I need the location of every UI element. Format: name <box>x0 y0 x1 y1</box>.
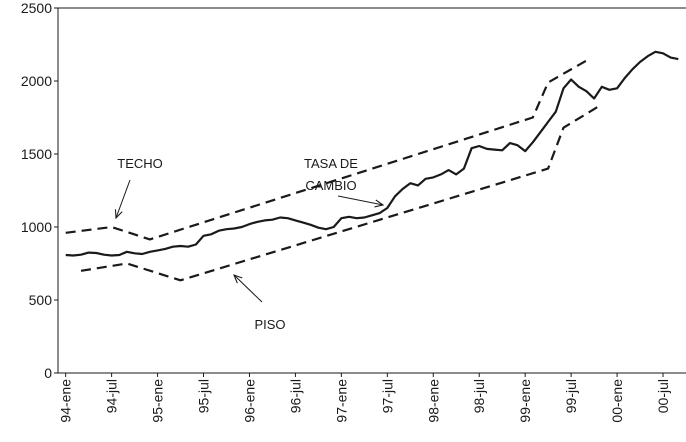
x-tick-label: 96-jul <box>287 379 303 413</box>
y-tick-label: 1000 <box>21 219 52 235</box>
y-tick-label: 0 <box>44 365 52 381</box>
series-line <box>80 103 603 282</box>
series-label: TASA DE CAMBIO <box>304 156 358 193</box>
x-tick-label: 00-ene <box>609 379 625 423</box>
x-tick-label: 98-ene <box>425 379 441 423</box>
x-tick-label: 95-ene <box>150 379 166 423</box>
x-tick-label: 97-ene <box>333 379 349 423</box>
arrow <box>116 179 131 218</box>
y-tick-label: 500 <box>29 292 53 308</box>
x-tick-label: 00-jul <box>655 379 671 413</box>
series-label: PISO <box>254 317 286 332</box>
series-label: TECHO <box>117 156 163 171</box>
x-tick-label: 99-jul <box>563 379 579 413</box>
x-tick-label: 97-jul <box>379 379 395 413</box>
series-line <box>65 50 679 257</box>
x-tick-label: 98-jul <box>471 379 487 413</box>
arrow <box>337 195 383 205</box>
x-tick-label: 99-ene <box>517 379 533 423</box>
y-tick-label: 1500 <box>21 146 52 162</box>
plot-frame <box>57 7 686 374</box>
x-tick-label: 95-jul <box>196 379 212 413</box>
arrow <box>234 275 263 303</box>
y-tick-label: 2500 <box>21 0 52 16</box>
x-tick-label: 96-ene <box>241 379 257 423</box>
x-tick-label: 94-jul <box>104 379 120 413</box>
series-line <box>65 59 587 241</box>
x-tick-label: 94-ene <box>58 379 74 423</box>
y-tick-label: 2000 <box>21 73 52 89</box>
